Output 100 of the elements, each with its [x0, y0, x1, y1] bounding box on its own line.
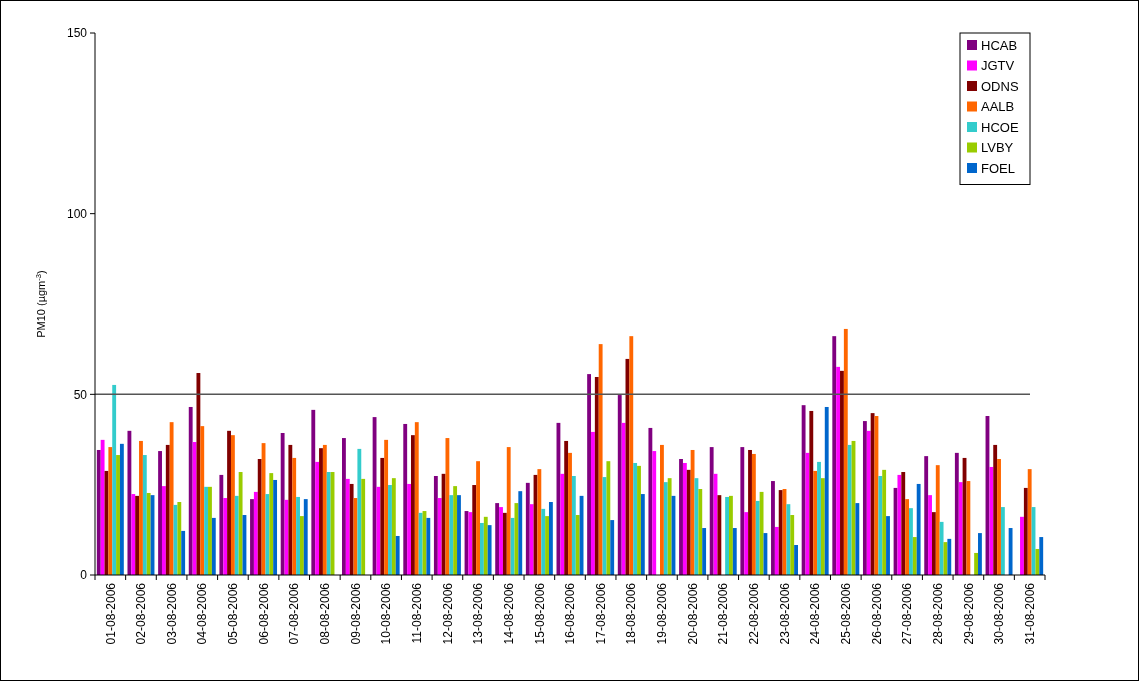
x-tick-label: 14-08-2006: [501, 582, 516, 645]
x-tick-label: 27-08-2006: [900, 582, 915, 645]
bar: [188, 406, 193, 575]
bar: [299, 516, 304, 575]
bar: [525, 482, 530, 575]
bar: [250, 499, 254, 575]
bar: [725, 496, 729, 575]
bar: [545, 516, 549, 575]
bar: [418, 512, 423, 575]
bar: [587, 374, 592, 575]
bar: [100, 439, 105, 575]
bar: [740, 447, 745, 575]
bar: [575, 515, 580, 575]
bar: [139, 440, 143, 575]
bar: [916, 483, 921, 575]
bar: [824, 406, 829, 575]
bar: [342, 438, 346, 575]
bar: [667, 478, 672, 575]
bar: [345, 478, 350, 575]
bar: [629, 336, 634, 575]
bar: [1020, 516, 1024, 575]
bar: [457, 495, 461, 575]
bar: [502, 512, 507, 575]
bar: [847, 444, 852, 575]
bar: [131, 494, 136, 575]
legend-label: JGTV: [981, 58, 1015, 74]
bar: [855, 503, 860, 575]
bar: [208, 486, 212, 575]
bar: [771, 481, 775, 575]
bar: [751, 453, 756, 575]
bar: [518, 491, 523, 575]
bar: [801, 405, 806, 575]
bar: [384, 439, 389, 575]
x-tick-label: 13-08-2006: [471, 582, 486, 645]
bar: [165, 444, 170, 575]
bar: [437, 498, 442, 575]
bar: [843, 328, 848, 575]
bar: [322, 444, 327, 575]
bar: [487, 525, 492, 575]
bar: [759, 491, 764, 575]
bar: [878, 476, 883, 575]
bar: [606, 461, 611, 575]
bar: [219, 474, 224, 575]
bar: [426, 517, 431, 575]
bar: [380, 457, 385, 575]
bar: [303, 499, 308, 575]
bar: [288, 444, 293, 575]
bar: [391, 478, 396, 575]
bar: [774, 526, 779, 575]
bar: [679, 459, 683, 575]
y-tick-label: 100: [66, 206, 88, 221]
bar: [119, 443, 124, 575]
bar: [169, 422, 174, 575]
bar: [514, 503, 519, 575]
x-tick-label: 28-08-2006: [930, 582, 945, 645]
bar: [594, 376, 599, 575]
bar: [361, 478, 366, 575]
bar: [388, 485, 392, 575]
x-tick-label: 06-08-2006: [256, 582, 271, 645]
x-tick-label: 25-08-2006: [839, 582, 854, 645]
bar: [790, 515, 795, 575]
bar: [506, 447, 511, 575]
bar: [376, 486, 381, 575]
bar: [142, 455, 147, 575]
bar: [280, 433, 285, 575]
bar: [813, 470, 818, 575]
x-tick-label: 04-08-2006: [195, 582, 210, 645]
x-tick-label: 31-08-2006: [1022, 582, 1037, 645]
bar: [529, 504, 534, 575]
x-tick-label: 10-08-2006: [379, 582, 394, 645]
x-tick-label: 23-08-2006: [777, 582, 792, 645]
bar: [621, 422, 626, 575]
bar: [1027, 469, 1032, 575]
bar: [537, 469, 542, 575]
bar: [744, 512, 749, 575]
y-tick-label: 50: [73, 387, 88, 402]
bar: [445, 438, 450, 575]
bar: [989, 466, 994, 575]
bar: [748, 449, 752, 575]
bar: [181, 530, 186, 575]
bar: [116, 455, 120, 575]
bar: [897, 474, 902, 575]
bar: [349, 483, 354, 575]
bar: [598, 344, 603, 575]
bar: [296, 496, 300, 575]
bar: [292, 457, 297, 575]
bar: [640, 494, 645, 575]
bar: [958, 482, 963, 575]
bar: [449, 495, 454, 575]
bar: [832, 336, 837, 575]
bar: [648, 427, 653, 575]
bar: [866, 430, 871, 575]
bar: [947, 538, 952, 575]
bar: [234, 495, 239, 575]
bar: [135, 495, 140, 575]
bar: [1008, 528, 1013, 575]
bar: [690, 449, 695, 575]
bar: [196, 373, 201, 575]
bar: [395, 535, 400, 575]
bar: [265, 494, 270, 575]
